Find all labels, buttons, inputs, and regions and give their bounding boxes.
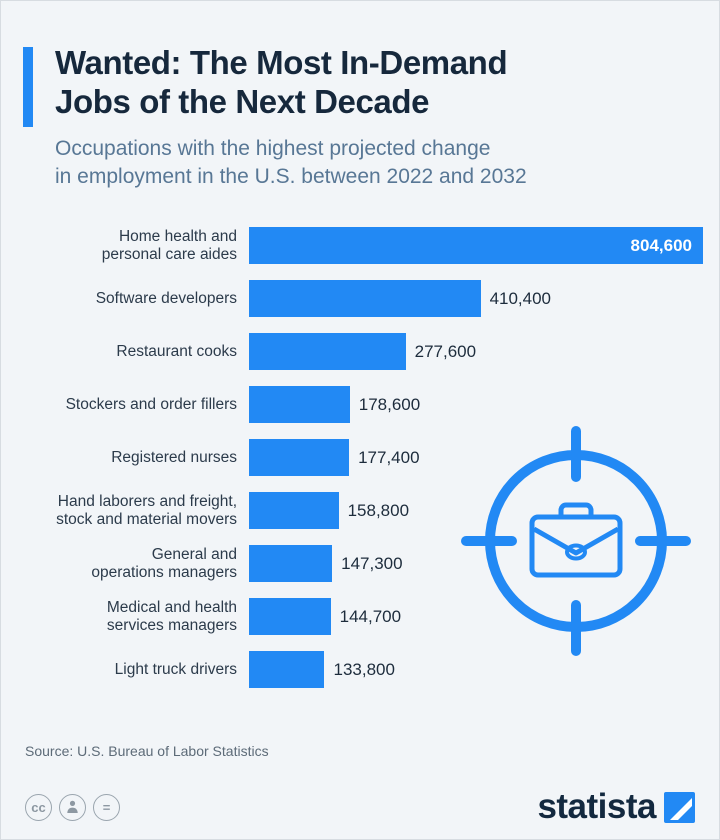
statista-wordmark: statista (537, 787, 656, 826)
bar-category-label: Home health and personal care aides (101, 227, 237, 263)
bar (249, 439, 350, 476)
page-title: Wanted: The Most In-Demand Jobs of the N… (55, 44, 508, 120)
footer: cc = statista (25, 787, 695, 826)
bar (249, 651, 325, 688)
bar-track: 277,600 (249, 333, 703, 370)
bar-category-label: Software developers (95, 289, 237, 307)
title-accent-bar (23, 47, 33, 127)
bar-row: Light truck drivers 133,800 (1, 651, 703, 688)
bar-row: Stockers and order fillers 178,600 (1, 386, 703, 423)
bar-category-label: Light truck drivers (114, 660, 237, 678)
bar (249, 545, 333, 582)
bar-row: Registered nurses 177,400 (1, 439, 703, 476)
bar-track: 147,300 (249, 545, 703, 582)
source-note: Source: U.S. Bureau of Labor Statistics (25, 743, 269, 759)
bar-value-label: 277,600 (414, 341, 477, 361)
bar-row: General and operations managers 147,300 (1, 545, 703, 582)
bar-value-label: 133,800 (333, 659, 395, 679)
statista-logo: statista (537, 787, 695, 826)
bar-track: 144,700 (249, 598, 703, 635)
bar-row: Restaurant cooks 277,600 (1, 333, 703, 370)
page-subtitle: Occupations with the highest projected c… (55, 137, 527, 188)
bar-value-label: 147,300 (341, 553, 403, 573)
bar-track: 177,400 (249, 439, 703, 476)
header: Wanted: The Most In-Demand Jobs of the N… (1, 1, 719, 191)
bar-track: 410,400 (249, 280, 703, 317)
attribution-person-icon (59, 793, 86, 821)
bar (249, 598, 331, 635)
equal-icon: = (93, 793, 120, 821)
bar-category-label: Medical and health services managers (106, 598, 237, 634)
cc-icon: cc (25, 793, 52, 821)
bar-row: Medical and health services managers 144,… (1, 598, 703, 635)
bar-row: Home health and personal care aides 804,6… (1, 227, 703, 264)
bar (249, 492, 339, 529)
bar-track: 178,600 (249, 386, 703, 423)
bar-category-label: Restaurant cooks (116, 342, 237, 360)
bar-category-label: Registered nurses (111, 448, 237, 466)
license-badges: cc = (25, 793, 120, 821)
statista-logo-square (664, 792, 695, 823)
bar-category-label: Stockers and order fillers (65, 395, 237, 413)
bar-track: 158,800 (249, 492, 703, 529)
bar-value-label: 158,800 (347, 500, 410, 520)
bar-row: Hand laborers and freight, stock and mat… (1, 492, 703, 529)
bar (249, 386, 350, 423)
bar-value-label: 178,600 (358, 394, 421, 414)
bar-value-label: 144,700 (339, 606, 402, 626)
target-briefcase-icon (461, 426, 691, 656)
bar-value-label: 804,600 (630, 235, 692, 255)
bar-chart: Home health and personal care aides 804,6… (1, 227, 719, 688)
bar-value-label: 177,400 (358, 447, 420, 467)
bar-track: 804,600 (249, 227, 703, 264)
bar (249, 280, 481, 317)
bar-row: Software developers 410,400 (1, 280, 703, 317)
bar-category-label: General and operations managers (91, 545, 237, 581)
bar-track: 133,800 (249, 651, 703, 688)
bar-category-label: Hand laborers and freight, stock and mat… (56, 492, 237, 528)
bar: 804,600 (249, 227, 703, 264)
bar (249, 333, 406, 370)
bar-value-label: 410,400 (489, 288, 552, 308)
